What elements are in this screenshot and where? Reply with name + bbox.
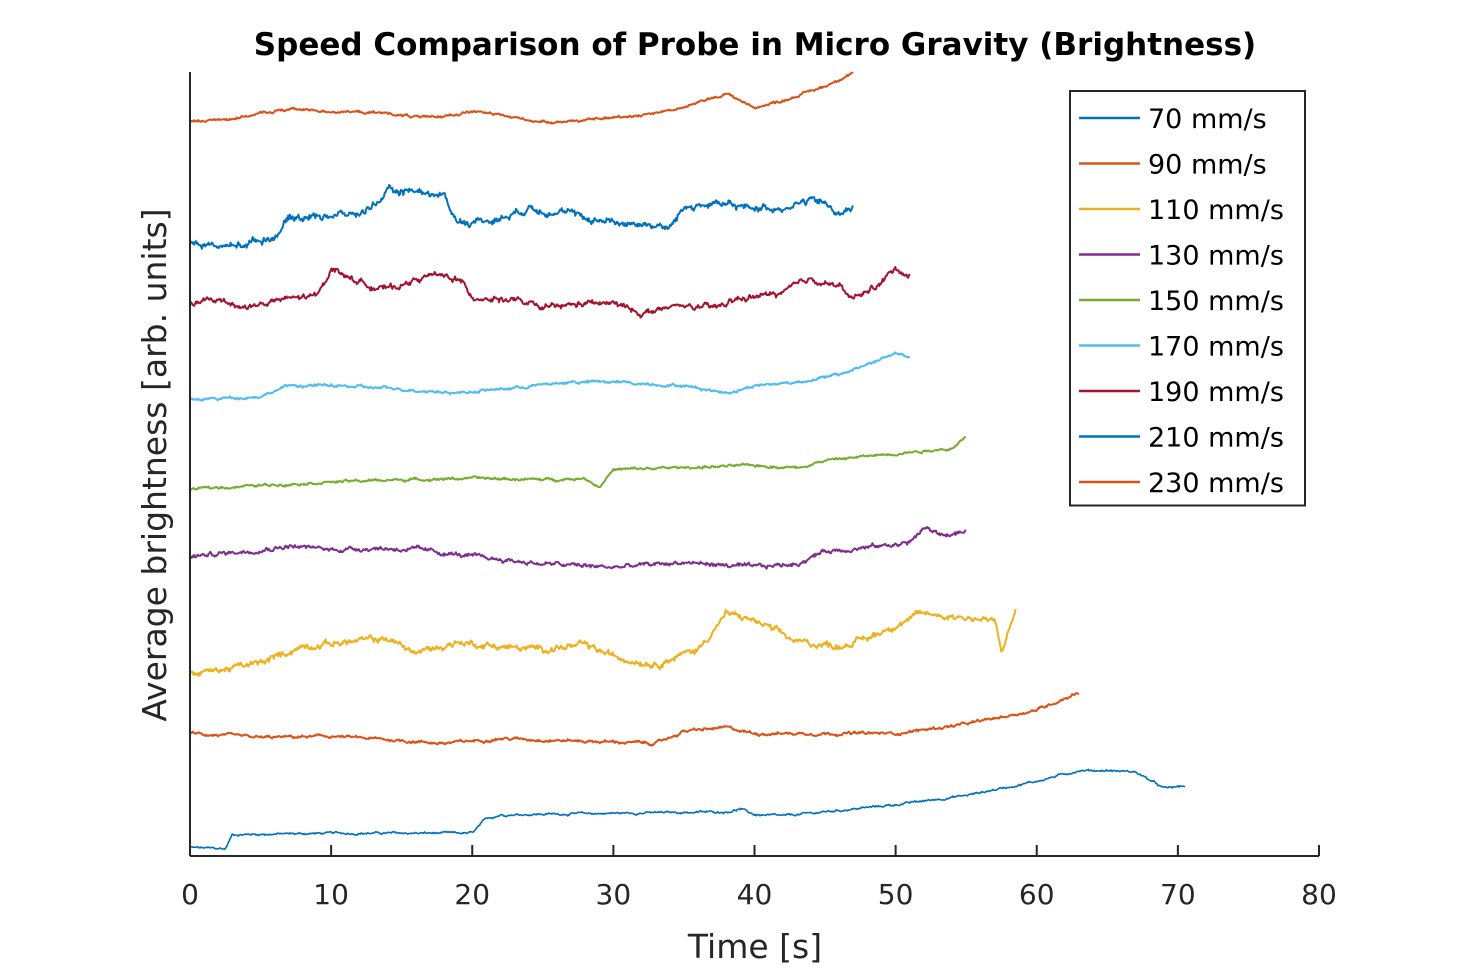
series-line-4 xyxy=(189,435,967,491)
legend-label: 130 mm/s xyxy=(1148,241,1284,272)
legend-label: 110 mm/s xyxy=(1148,195,1284,226)
legend-label: 170 mm/s xyxy=(1148,332,1284,363)
chart-title: Speed Comparison of Probe in Micro Gravi… xyxy=(254,27,1256,63)
series-line-2 xyxy=(189,608,1017,677)
plot-lines xyxy=(189,71,1186,851)
x-tick-label: 60 xyxy=(1019,878,1055,911)
x-tick-label: 80 xyxy=(1301,878,1337,911)
legend-label: 210 mm/s xyxy=(1148,423,1284,454)
x-tick-label: 10 xyxy=(313,878,349,911)
x-ticks: 0 10 20 30 40 50 60 70 80 xyxy=(181,845,1337,911)
x-tick-label: 50 xyxy=(878,878,914,911)
legend-label: 150 mm/s xyxy=(1148,286,1284,317)
x-tick-label: 0 xyxy=(181,878,199,911)
series-line-3 xyxy=(189,526,967,570)
x-axis-label: Time [s] xyxy=(687,927,822,966)
series-line-8 xyxy=(189,71,854,125)
series-line-6 xyxy=(189,266,911,319)
series-line-7 xyxy=(189,184,854,250)
legend: 70 mm/s 90 mm/s 110 mm/s 130 mm/s 150 mm/s 17… xyxy=(1069,90,1306,507)
series-line-5 xyxy=(189,351,911,402)
x-tick-label: 70 xyxy=(1160,878,1196,911)
x-tick-label: 40 xyxy=(737,878,773,911)
legend-label: 230 mm/s xyxy=(1148,468,1284,499)
x-tick-label: 30 xyxy=(596,878,632,911)
x-tick-label: 20 xyxy=(454,878,490,911)
y-axis-label: Average brightness [arb. units] xyxy=(135,208,174,721)
legend-label: 190 mm/s xyxy=(1148,377,1284,408)
series-line-1 xyxy=(189,692,1080,747)
series-line-0 xyxy=(189,768,1186,851)
legend-label: 70 mm/s xyxy=(1148,104,1267,135)
legend-label: 90 mm/s xyxy=(1148,150,1267,181)
